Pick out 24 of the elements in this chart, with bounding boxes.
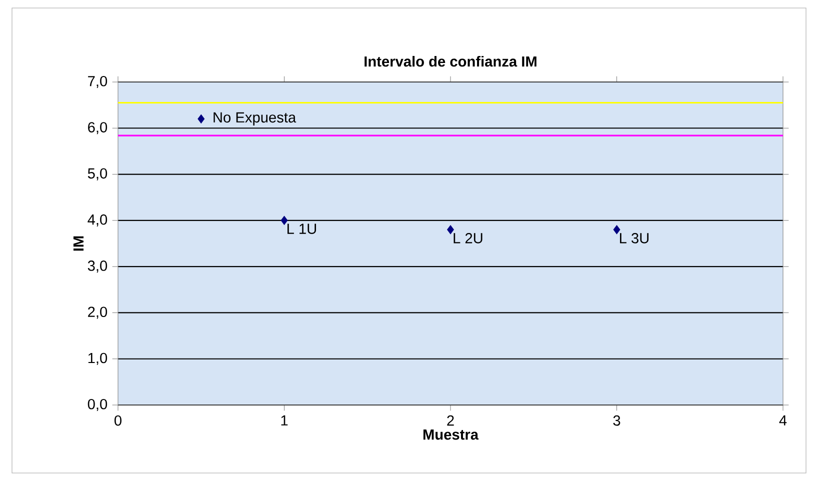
y-tick-label: 3,0 (88, 260, 108, 273)
point (198, 114, 205, 124)
y-tick-label: 6,0 (88, 122, 108, 134)
point (613, 225, 620, 234)
y-tick-label: 1,0 (88, 352, 108, 365)
x-tick-label: 2 (447, 415, 454, 426)
point (280, 216, 288, 225)
annotation: L 3U (620, 233, 648, 244)
y-tick-label: 0,0 (88, 398, 108, 412)
x-tick-label: 1 (281, 415, 288, 426)
y-tick-label: 5,0 (88, 168, 108, 180)
x-tick-label: 4 (779, 415, 787, 426)
point (447, 225, 454, 234)
x-axis-title: Muestra (423, 430, 479, 440)
x-tick-label: 3 (613, 415, 620, 426)
chart-title: Intervalo de confianza IM (364, 56, 536, 67)
x-tick-label: 0 (114, 415, 122, 426)
y-tick-label: 4,0 (88, 214, 108, 226)
annotation: L 2U (454, 233, 482, 244)
y-axis-title: IM (73, 236, 84, 251)
y-tick-label: 2,0 (88, 306, 108, 319)
y-tick-label: 7,0 (88, 76, 108, 88)
annotation: L 1U (287, 224, 316, 234)
annotation: No Expuesta (214, 112, 296, 126)
